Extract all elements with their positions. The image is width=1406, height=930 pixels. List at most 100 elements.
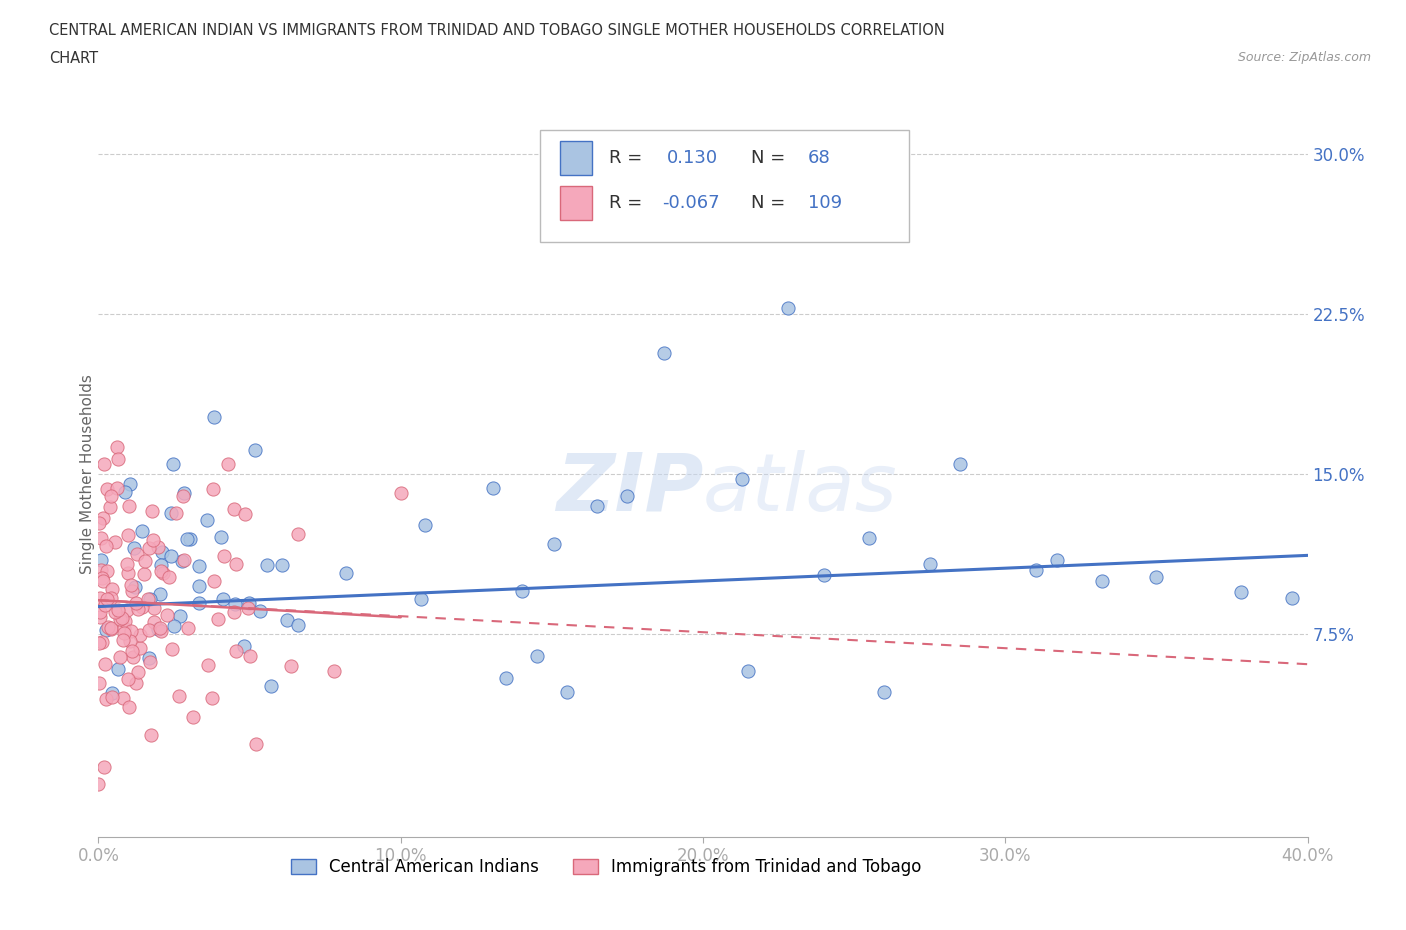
Point bbox=[150, 558, 173, 573]
Point bbox=[138, 622, 160, 637]
Point bbox=[87, 516, 110, 531]
Point bbox=[1230, 584, 1253, 599]
Text: R =: R = bbox=[609, 194, 643, 212]
Point bbox=[209, 530, 232, 545]
Point bbox=[543, 537, 565, 551]
Point bbox=[90, 552, 112, 567]
Point bbox=[91, 574, 114, 589]
Point bbox=[169, 609, 191, 624]
Point bbox=[93, 598, 115, 613]
Point bbox=[136, 591, 159, 606]
Point bbox=[100, 685, 122, 700]
Point bbox=[107, 661, 129, 676]
Point bbox=[96, 692, 118, 707]
Point bbox=[409, 591, 432, 606]
Text: CHART: CHART bbox=[49, 51, 98, 66]
Point bbox=[1144, 569, 1167, 584]
Point bbox=[176, 532, 198, 547]
Point bbox=[225, 556, 247, 571]
Point bbox=[96, 564, 118, 578]
Point bbox=[117, 671, 139, 686]
Point bbox=[96, 591, 118, 606]
Point bbox=[162, 642, 184, 657]
Point bbox=[195, 512, 218, 527]
Point bbox=[90, 570, 112, 585]
Point bbox=[152, 565, 174, 580]
Point bbox=[142, 615, 165, 630]
Point bbox=[918, 556, 941, 571]
Point bbox=[212, 591, 235, 606]
Point bbox=[243, 443, 266, 458]
Point bbox=[207, 612, 229, 627]
Point bbox=[94, 539, 117, 554]
Point bbox=[188, 579, 211, 594]
Point bbox=[112, 620, 135, 635]
Point bbox=[131, 524, 153, 538]
Text: R =: R = bbox=[609, 149, 643, 167]
Point bbox=[115, 556, 138, 571]
Point bbox=[120, 578, 142, 592]
Text: -0.067: -0.067 bbox=[662, 194, 720, 212]
Point bbox=[202, 410, 225, 425]
Point bbox=[127, 602, 149, 617]
Point bbox=[495, 671, 517, 685]
Point bbox=[260, 678, 283, 693]
Point bbox=[150, 624, 173, 639]
Point bbox=[163, 618, 186, 633]
Point bbox=[115, 603, 138, 618]
Point bbox=[104, 535, 127, 550]
Point bbox=[737, 663, 759, 678]
Point bbox=[160, 549, 183, 564]
Point bbox=[127, 664, 149, 679]
Point bbox=[1281, 591, 1303, 605]
Point bbox=[287, 618, 309, 632]
Point bbox=[287, 526, 309, 541]
Point bbox=[202, 482, 225, 497]
Point bbox=[225, 644, 247, 658]
Point bbox=[173, 485, 195, 500]
Point bbox=[127, 546, 149, 561]
Point bbox=[90, 563, 112, 578]
Point bbox=[97, 619, 120, 634]
Point bbox=[949, 457, 972, 472]
Point bbox=[173, 552, 195, 567]
Point bbox=[188, 558, 211, 573]
Point bbox=[201, 691, 224, 706]
Point bbox=[94, 623, 117, 638]
Bar bbox=[561, 140, 592, 176]
Point bbox=[98, 499, 121, 514]
Text: CENTRAL AMERICAN INDIAN VS IMMIGRANTS FROM TRINIDAD AND TOBAGO SINGLE MOTHER HOU: CENTRAL AMERICAN INDIAN VS IMMIGRANTS FR… bbox=[49, 23, 945, 38]
Point bbox=[813, 567, 835, 582]
Point bbox=[555, 684, 578, 699]
Point bbox=[93, 760, 115, 775]
Point bbox=[120, 623, 142, 638]
Point bbox=[107, 602, 129, 617]
Point bbox=[87, 777, 110, 791]
Point bbox=[167, 688, 190, 703]
Point bbox=[238, 601, 260, 616]
Text: ZIP: ZIP bbox=[555, 450, 703, 528]
Point bbox=[146, 539, 169, 554]
Text: N =: N = bbox=[751, 194, 786, 212]
Point bbox=[224, 502, 246, 517]
Point bbox=[160, 506, 183, 521]
Point bbox=[165, 506, 187, 521]
Point bbox=[114, 614, 136, 629]
Point bbox=[1091, 574, 1114, 589]
Point bbox=[323, 663, 346, 678]
Point bbox=[873, 684, 896, 699]
Point bbox=[108, 612, 131, 627]
Point bbox=[197, 658, 219, 672]
Point bbox=[1046, 552, 1069, 567]
Point bbox=[217, 457, 239, 472]
Point bbox=[149, 620, 172, 635]
Point bbox=[118, 476, 141, 491]
Point bbox=[858, 531, 880, 546]
Point bbox=[143, 600, 166, 615]
Point bbox=[731, 472, 754, 486]
Point bbox=[150, 545, 173, 560]
Point bbox=[104, 604, 127, 619]
Point bbox=[239, 648, 262, 663]
Text: 109: 109 bbox=[808, 194, 842, 212]
Point bbox=[138, 591, 160, 606]
